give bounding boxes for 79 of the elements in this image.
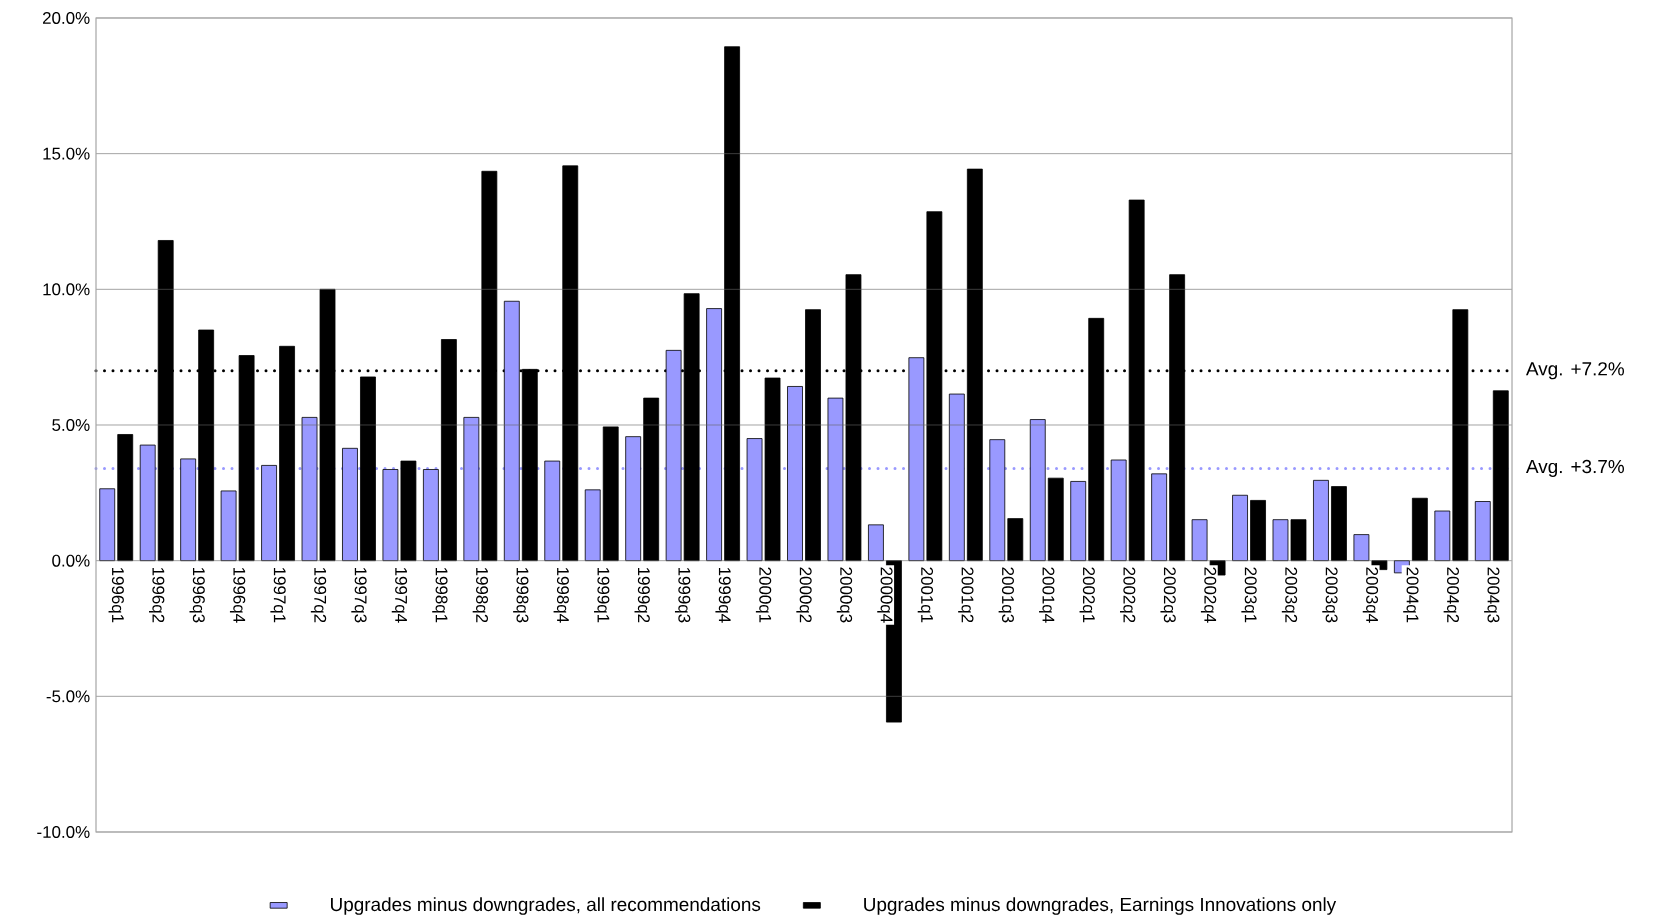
y-tick-label: 10.0% [43, 283, 90, 296]
bar [1353, 533, 1370, 561]
x-tick-label: 1997q3 [351, 567, 367, 623]
x-tick-label: 1999q4 [715, 567, 731, 623]
x-tick-label: 1998q2 [472, 567, 489, 623]
bar [1250, 499, 1266, 561]
bar [1070, 480, 1087, 561]
x-tick-label: 2003q2 [1281, 567, 1298, 623]
y-tick-label: -5.0% [46, 690, 90, 703]
bar [261, 464, 277, 561]
x-tick-label: 2001q2 [958, 567, 974, 623]
x-tick-label: 1998q4 [553, 567, 569, 623]
bar [1434, 510, 1451, 561]
bar [643, 397, 660, 561]
x-tick-label: 2000q2 [796, 567, 812, 623]
x-tick-label: 1996q1 [108, 567, 124, 623]
bar [584, 489, 601, 561]
bar [1128, 199, 1145, 561]
bar [966, 168, 983, 561]
y-tick-label: 5.0% [52, 418, 90, 431]
bar [1110, 459, 1127, 561]
x-tick-label: 1997q1 [270, 567, 286, 623]
x-tick-label: 2003q1 [1241, 567, 1257, 623]
x-tick-label: 1999q2 [634, 567, 650, 623]
bar [279, 345, 295, 561]
x-tick-label: 2002q2 [1120, 567, 1136, 623]
bar [544, 460, 561, 561]
bar [440, 338, 457, 561]
bar [99, 488, 116, 561]
bar [1411, 497, 1428, 561]
bar [117, 433, 134, 561]
x-tick-label: 2001q3 [998, 567, 1014, 623]
bar [805, 309, 821, 561]
x-tick-label: 1998q3 [513, 567, 529, 623]
bar [1088, 317, 1105, 561]
bar [706, 307, 722, 561]
bar [1191, 519, 1208, 561]
x-tick-label: 1999q3 [674, 567, 691, 623]
bar [360, 376, 376, 561]
x-tick-label: 2001q1 [917, 567, 934, 623]
x-tick-label: 2004q2 [1443, 567, 1459, 623]
y-tick-label: 20.0% [43, 11, 90, 24]
bar [1007, 517, 1024, 561]
x-tick-label: 2003q4 [1362, 567, 1379, 623]
x-tick-label: 2000q3 [836, 567, 853, 623]
x-tick-label: 1996q4 [229, 567, 246, 623]
bar [868, 524, 884, 561]
bar [1474, 500, 1491, 561]
x-tick-label: 2002q1 [1079, 567, 1095, 623]
x-tick-label: 2002q4 [1200, 567, 1217, 623]
y-tick-label: 15.0% [43, 147, 90, 160]
x-tick-label: 1996q3 [189, 567, 205, 623]
bar [1492, 390, 1509, 561]
bar [1452, 309, 1469, 561]
legend-label: Upgrades minus downgrades, Earnings Innovations only [864, 896, 1337, 915]
x-tick-label: 1996q2 [149, 567, 165, 623]
bar [1313, 479, 1329, 561]
x-tick-label: 2004q1 [1403, 567, 1419, 623]
x-tick-label: 2003q3 [1322, 567, 1338, 623]
bar [1151, 473, 1168, 561]
legend-label: Upgrades minus downgrades, all recommendations [331, 896, 761, 915]
bar [1331, 485, 1347, 561]
ref-line-label: Avg. +3.7% [1525, 459, 1625, 477]
bar [1232, 494, 1248, 561]
y-tick-label: -10.0% [37, 825, 90, 838]
x-tick-label: 2002q3 [1160, 567, 1176, 623]
y-tick-label: 0.0% [52, 554, 90, 567]
bar [1047, 477, 1064, 561]
x-tick-label: 2000q1 [755, 567, 772, 623]
bar [948, 393, 965, 561]
x-tick-label: 1998q1 [432, 567, 448, 623]
ref-line-label: Avg. +7.2% [1525, 361, 1625, 380]
x-tick-label: 1997q2 [310, 567, 327, 623]
x-tick-label: 2001q4 [1039, 567, 1055, 623]
bar [602, 426, 619, 561]
x-tick-label: 2000q4 [877, 567, 893, 623]
x-tick-label: 1999q1 [594, 567, 610, 623]
x-tick-label: 2004q3 [1484, 567, 1500, 623]
x-tick-label: 1997q4 [391, 567, 408, 623]
